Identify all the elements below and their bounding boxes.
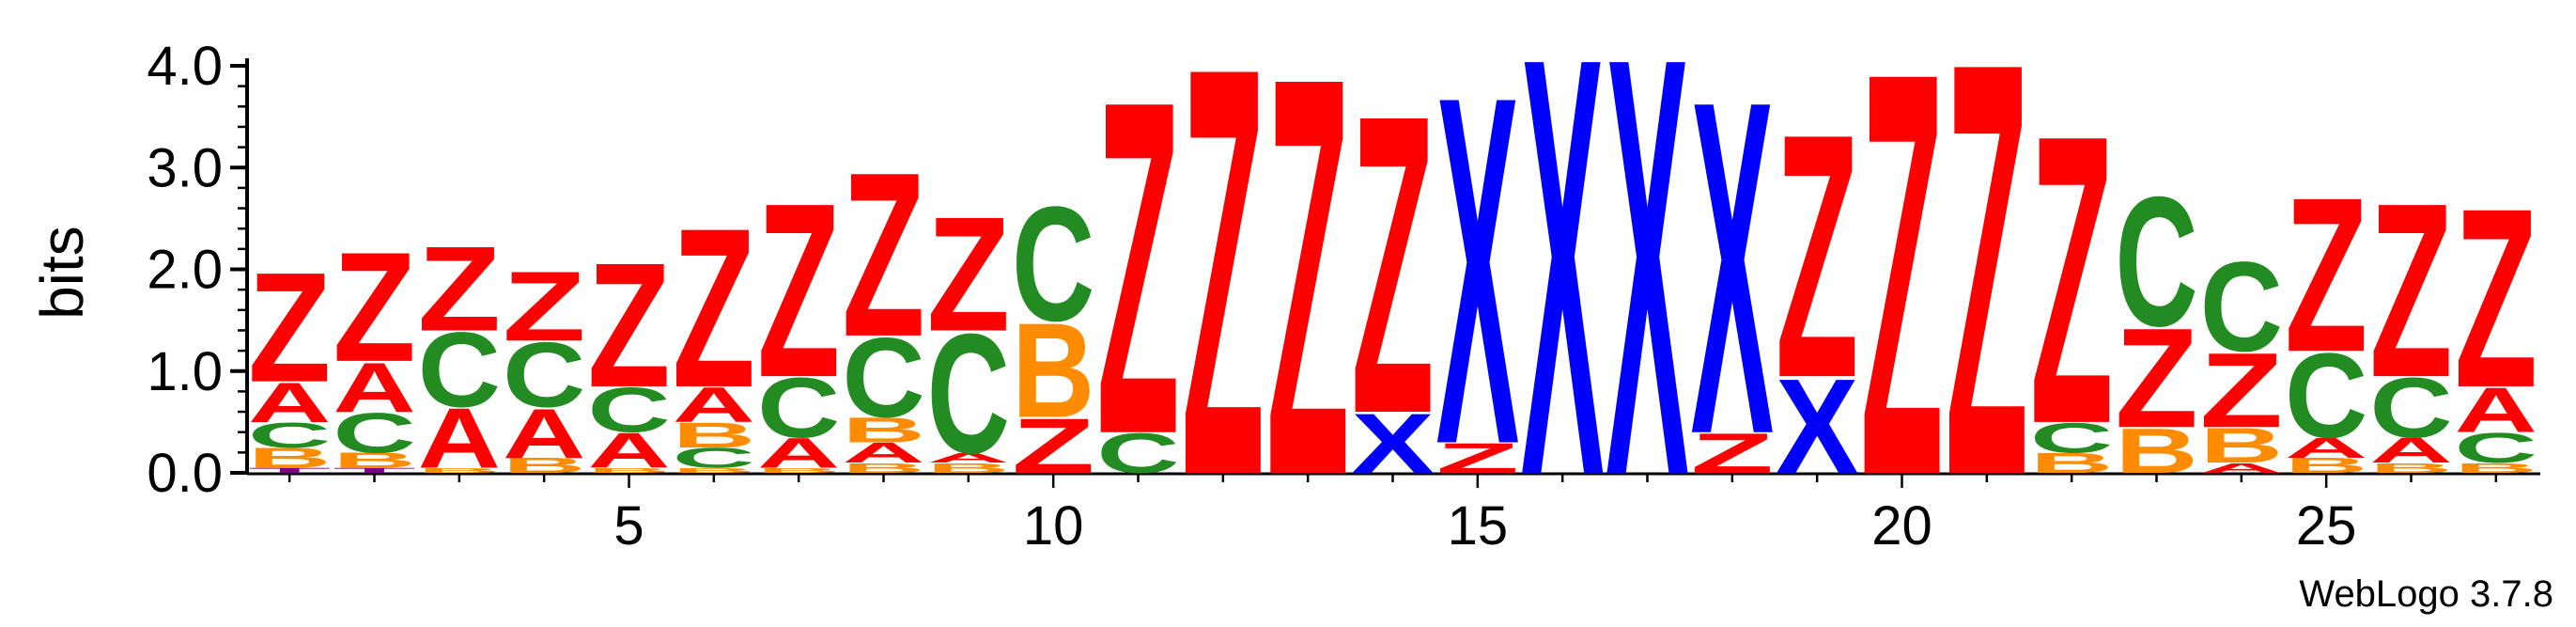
logo-letter-a: A: [927, 450, 1010, 466]
logo-letter-a: A: [418, 391, 501, 486]
logo-letter-b: B: [2369, 460, 2452, 476]
logo-letter-z: Z: [418, 221, 501, 356]
logo-letter-c: C: [2369, 360, 2452, 455]
logo-letter-b: B: [587, 466, 670, 474]
logo-letter-z: Z: [757, 152, 840, 430]
logo-letter-t: T: [333, 466, 415, 474]
logo-letter-x: X: [1521, 0, 1605, 601]
logo-letter-b: B: [757, 466, 840, 474]
logo-letter-c: C: [418, 310, 501, 430]
logo-letter-b: B: [333, 448, 415, 473]
footer-credit: WebLogo 3.7.8: [2299, 573, 2553, 615]
logo-letter-z: Z: [2200, 330, 2283, 449]
logo-letter-b: B: [842, 411, 924, 450]
logo-letter-z: Z: [1776, 60, 1858, 450]
logo-letter-c: C: [2455, 424, 2537, 472]
logo-letter-a: A: [757, 429, 840, 477]
logo-letter-z: Z: [1691, 422, 1774, 485]
logo-letter-t: T: [248, 466, 331, 474]
logo-letter-x: X: [1351, 396, 1434, 491]
logo-letter-b: B: [418, 466, 501, 474]
logo-letter-z: Z: [2030, 50, 2113, 510]
logo-letter-b: B: [1012, 295, 1094, 446]
x-tick-label: 5: [613, 495, 644, 556]
logo-letter-z: Z: [333, 221, 415, 396]
logo-letter-c: C: [673, 442, 755, 474]
logo-letter-z: Z: [1096, 1, 1179, 533]
logo-letter-c: C: [2115, 158, 2197, 365]
logo-letter-z: Z: [1946, 0, 2028, 599]
logo-letter-z: Z: [1012, 402, 1094, 490]
logo-letter-c: C: [927, 298, 1010, 489]
logo-letter-c: C: [587, 374, 670, 446]
x-tick-label: 10: [1023, 495, 1084, 556]
logo-letter-a: A: [503, 393, 585, 473]
logo-letter-b: B: [503, 453, 585, 478]
logo-letter-z: Z: [1182, 0, 1265, 597]
logo-letter-b: B: [2030, 447, 2113, 479]
x-tick-label: 15: [1448, 495, 1509, 556]
logo-letter-z: Z: [673, 182, 755, 435]
y-tick-label: 2.0: [147, 240, 223, 301]
x-tick-label: 20: [1871, 495, 1932, 556]
logo-letter-c: C: [2030, 414, 2113, 462]
logo-letter-a: A: [2285, 431, 2367, 463]
logo-letter-a: A: [673, 377, 755, 432]
logo-letter-z: Z: [248, 241, 331, 415]
x-tick-label: 25: [2296, 495, 2357, 556]
logo-letter-b: B: [2115, 415, 2197, 486]
logo-letter-c: C: [503, 323, 585, 427]
logo-letter-z: Z: [2455, 156, 2537, 441]
logo-letter-x: X: [1776, 352, 1858, 502]
logo-letter-z: Z: [1351, 26, 1434, 503]
logo-letter-z: Z: [1436, 434, 1519, 482]
logo-letter-z: Z: [1266, 0, 1349, 594]
logo-letter-a: A: [2455, 374, 2537, 446]
logo-letter-z: Z: [503, 250, 585, 362]
logo-letter-a: A: [333, 348, 415, 428]
logo-letter-x: X: [1436, 0, 1520, 548]
logo-letter-z: Z: [927, 182, 1010, 366]
logo-letter-c: C: [2200, 236, 2283, 378]
logo-letter-c: C: [757, 360, 840, 455]
logo-letter-b: B: [927, 460, 1010, 476]
logo-letter-b: B: [2285, 453, 2367, 478]
logo-letter-c: C: [1096, 422, 1179, 485]
logo-letter-a: A: [587, 423, 670, 478]
logo-letter-b: B: [673, 415, 755, 455]
logo-letter-a: A: [2200, 460, 2283, 476]
x-axis: 5 10 15 20 25: [247, 472, 2540, 556]
logo-letter-c: C: [2285, 327, 2367, 462]
y-tick-label: 4.0: [147, 36, 223, 97]
logo-letter-b: B: [673, 466, 755, 474]
logo-letter-z: Z: [2285, 152, 2367, 398]
logo-letter-c: C: [333, 401, 415, 464]
y-tick-label: 1.0: [147, 341, 223, 402]
logo-letter-a: A: [2369, 431, 2452, 470]
logo-letter-b: B: [2200, 417, 2283, 473]
logo-letter-x: X: [1691, 3, 1775, 534]
logo-letter-a: A: [842, 437, 924, 469]
y-axis: 0.0 1.0 2.0 3.0 4.0: [147, 36, 249, 504]
logo-letter-c: C: [1012, 172, 1094, 354]
y-tick-label: 0.0: [147, 443, 223, 504]
logo-letter-c: C: [248, 415, 331, 455]
logo-letter-b: B: [2455, 460, 2537, 476]
logo-letter-b: B: [248, 442, 331, 474]
logo-letter-a: A: [248, 371, 331, 434]
logo-letter-z: Z: [587, 226, 670, 424]
logo-letter-x: X: [1606, 0, 1689, 601]
logo-letter-stacks: TBCAZTBCAZBACZBACZBACZBCBAZBACZBABCZBACZ…: [248, 0, 2537, 601]
logo-letter-z: Z: [1860, 0, 1943, 596]
logo-letter-c: C: [842, 314, 924, 441]
logo-letter-b: B: [842, 460, 924, 476]
logo-letter-z: Z: [2115, 299, 2197, 458]
y-axis-label: bits: [28, 226, 96, 320]
logo-letter-z: Z: [842, 124, 924, 386]
y-tick-label: 3.0: [147, 137, 223, 198]
logo-letter-z: Z: [2369, 152, 2452, 430]
